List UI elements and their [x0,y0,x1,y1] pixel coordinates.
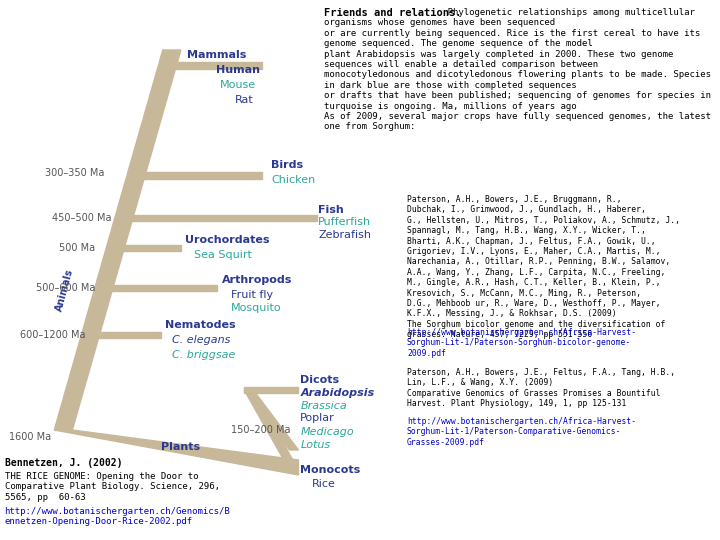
Text: THE RICE GENOME: Opening the Door to
Comparative Plant Biology. Science, 296,
55: THE RICE GENOME: Opening the Door to Com… [4,472,220,502]
Text: Rat: Rat [235,95,253,105]
Text: Brassica: Brassica [300,401,347,411]
Text: C. elegans: C. elegans [172,335,230,345]
Text: Fish: Fish [318,205,344,215]
Text: 1600 Ma: 1600 Ma [9,432,51,442]
Text: Rice: Rice [312,479,336,489]
Text: 300–350 Ma: 300–350 Ma [45,168,104,178]
Polygon shape [113,245,181,251]
Text: Lotus: Lotus [300,440,330,450]
Text: Pufferfish: Pufferfish [318,217,372,227]
Polygon shape [102,285,217,291]
Text: Paterson, A.H., Bowers, J.E., Feltus, F.A., Tang, H.B.,
Lin, L.F., & Wang, X.Y. : Paterson, A.H., Bowers, J.E., Feltus, F.… [407,368,675,408]
Text: 450–500 Ma: 450–500 Ma [52,213,111,223]
Polygon shape [54,430,299,475]
Text: Urochordates: Urochordates [186,235,270,245]
Text: Sea Squirt: Sea Squirt [194,250,252,260]
Text: Fruit fly: Fruit fly [230,290,273,300]
Text: Chicken: Chicken [271,175,315,185]
Polygon shape [54,50,181,430]
Polygon shape [121,215,317,221]
Text: http://www.botanischergarten.ch/Africa-Harvest-
Sorghum-Lit-1/Paterson-Comparati: http://www.botanischergarten.ch/Africa-H… [407,417,636,447]
Text: Birds: Birds [271,160,303,170]
Text: Plants: Plants [161,442,200,452]
Text: Arthropods: Arthropods [222,275,292,285]
Text: http://www.botanischergarten.ch/Genomics/B
ennetzen-Opening-Door-Rice-2002.pdf: http://www.botanischergarten.ch/Genomics… [4,507,230,526]
Text: Animals: Animals [55,268,76,313]
Text: Phylogenetic relationships among multicellular organisms whose genomes have been: Phylogenetic relationships among multice… [324,8,711,131]
Text: 500–600 Ma: 500–600 Ma [36,283,96,293]
Text: http://www.botanischergarten.ch/Africa-Harvest-
Sorghum-Lit-1/Paterson-Sorghum-b: http://www.botanischergarten.ch/Africa-H… [407,328,636,358]
Text: Nematodes: Nematodes [165,320,235,330]
Polygon shape [133,172,262,179]
Text: Mosquito: Mosquito [230,303,282,313]
Text: Zebrafish: Zebrafish [318,230,372,240]
Text: C. briggsae: C. briggsae [172,350,235,360]
Text: Mouse: Mouse [220,80,256,90]
Text: Friends and relations.: Friends and relations. [324,8,462,18]
Text: 600–1200 Ma: 600–1200 Ma [20,330,86,340]
Text: 150–200 Ma: 150–200 Ma [230,425,290,435]
Polygon shape [244,387,299,393]
Text: Medicago: Medicago [300,427,354,437]
Text: Arabidopsis: Arabidopsis [300,388,374,398]
Text: Mammals: Mammals [187,50,247,60]
Text: Human: Human [216,65,260,75]
Text: 500 Ma: 500 Ma [59,243,95,253]
Polygon shape [244,390,299,450]
Text: Dicots: Dicots [300,375,339,385]
Text: Poplar: Poplar [300,413,335,423]
Polygon shape [244,390,299,470]
Text: Paterson, A.H., Bowers, J.E., Bruggmann, R.,
Dubchak, I., Grimwood, J., Gundlach: Paterson, A.H., Bowers, J.E., Bruggmann,… [407,195,680,339]
Polygon shape [167,62,262,69]
Text: Bennetzen, J. (2002): Bennetzen, J. (2002) [4,458,122,468]
Polygon shape [88,332,161,338]
Text: Monocots: Monocots [300,465,361,475]
